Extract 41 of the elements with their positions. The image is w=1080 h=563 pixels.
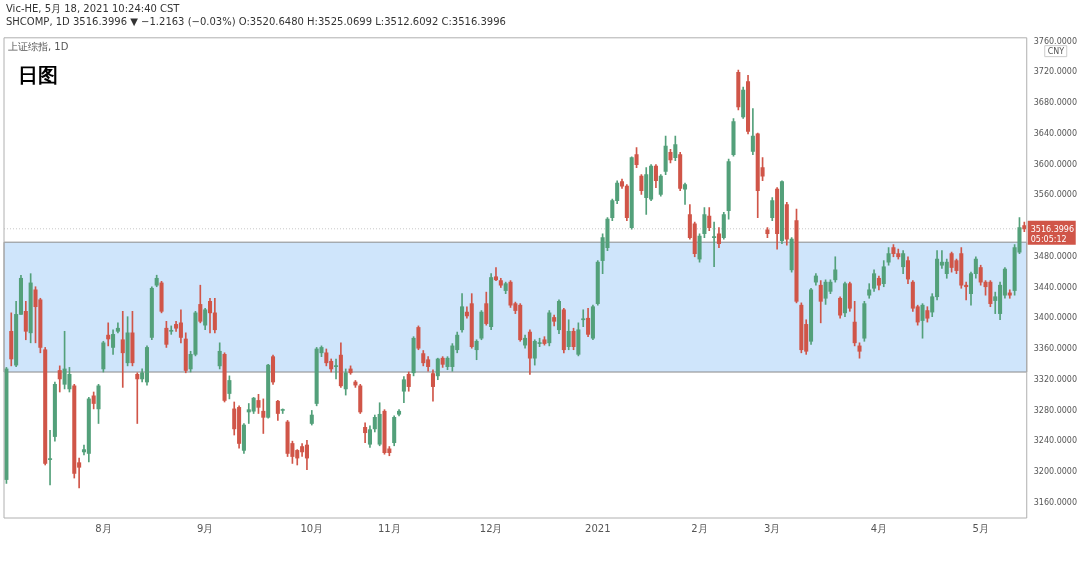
candlestick: [334, 358, 339, 380]
y-tick-label: 3600.0000: [1033, 159, 1077, 169]
y-tick-label: 3360.0000: [1033, 344, 1077, 354]
candlestick: [120, 310, 125, 388]
candlestick: [581, 309, 586, 328]
x-tick-label: 12月: [479, 522, 503, 534]
y-tick-label: 3720.0000: [1033, 67, 1077, 77]
candlestick: [1007, 289, 1012, 299]
y-tick-label: 3200.0000: [1033, 466, 1077, 476]
y-tick-label: 3680.0000: [1033, 98, 1077, 108]
x-tick-label: 2021: [585, 522, 611, 534]
y-tick-label: 3160.0000: [1033, 497, 1077, 507]
x-tick-label: 4月: [870, 522, 888, 534]
y-tick-label: 3480.0000: [1033, 251, 1077, 261]
y-tick-label: 3280.0000: [1033, 405, 1077, 415]
candlestick: [48, 430, 53, 486]
candlestick: [169, 325, 174, 335]
text: CNY: [1047, 46, 1065, 56]
x-tick-label: 3月: [764, 522, 781, 534]
y-tick-label: 3400.0000: [1033, 313, 1077, 323]
x-tick-label: 2月: [691, 522, 708, 534]
text: Vic-HE, 5月 18, 2021 10:24:40 CST: [6, 2, 181, 15]
y-tick-label: 3640.0000: [1033, 128, 1077, 138]
text: 05:05:12: [1030, 234, 1067, 244]
y-tick-label: 3760.0000: [1033, 36, 1077, 46]
y-tick-label: 3440.0000: [1033, 282, 1077, 292]
y-tick-label: 3320.0000: [1033, 374, 1077, 384]
text: SHCOMP, 1D 3516.3996 ▼ −1.2163 (−0.03%) O:3520.6480 H:3525.0699 L:3512.6092 C:3516.3996: [6, 15, 507, 28]
x-tick-label: 5月: [972, 522, 989, 534]
y-tick-label: 3240.0000: [1033, 436, 1077, 446]
x-tick-label: 9月: [196, 522, 214, 534]
ref-line-label: 3516.3996: [1030, 224, 1074, 234]
x-tick-label: 10月: [300, 522, 324, 534]
text: 日图: [18, 62, 58, 87]
candlestick: [135, 372, 140, 424]
candlestick: [682, 182, 688, 205]
candlestick: [712, 221, 717, 268]
y-tick-label: 3560.0000: [1033, 190, 1077, 200]
x-tick-label: 8月: [95, 522, 112, 534]
x-tick-label: 11月: [377, 522, 401, 534]
chart-subtitle: 上证综指, 1D: [8, 40, 69, 52]
